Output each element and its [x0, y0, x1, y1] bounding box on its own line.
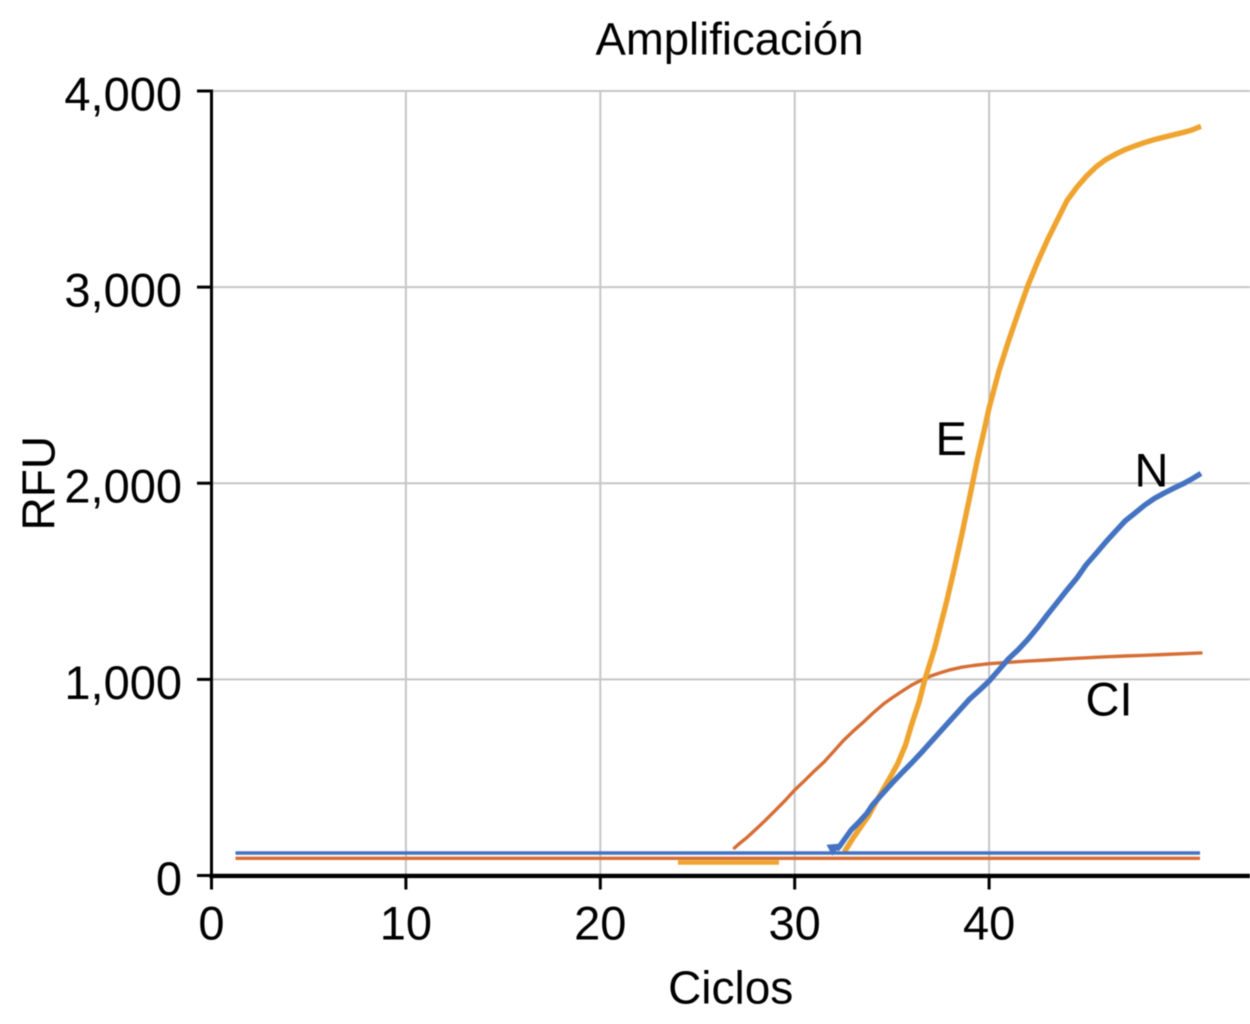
svg-text:2,000: 2,000	[64, 460, 182, 513]
svg-text:0: 0	[198, 897, 224, 950]
svg-text:RFU: RFU	[13, 436, 65, 531]
svg-text:10: 10	[380, 897, 432, 950]
svg-text:N: N	[1135, 444, 1169, 497]
svg-text:3,000: 3,000	[64, 264, 182, 317]
svg-text:0: 0	[156, 852, 182, 905]
svg-text:E: E	[936, 412, 967, 465]
svg-text:1,000: 1,000	[64, 656, 182, 709]
svg-text:4,000: 4,000	[64, 68, 182, 121]
svg-text:Ciclos: Ciclos	[668, 962, 793, 1014]
svg-text:30: 30	[769, 897, 821, 950]
svg-text:CI: CI	[1086, 672, 1133, 725]
svg-text:40: 40	[963, 897, 1015, 950]
svg-text:Amplificación: Amplificación	[595, 14, 863, 65]
svg-text:20: 20	[574, 897, 626, 950]
